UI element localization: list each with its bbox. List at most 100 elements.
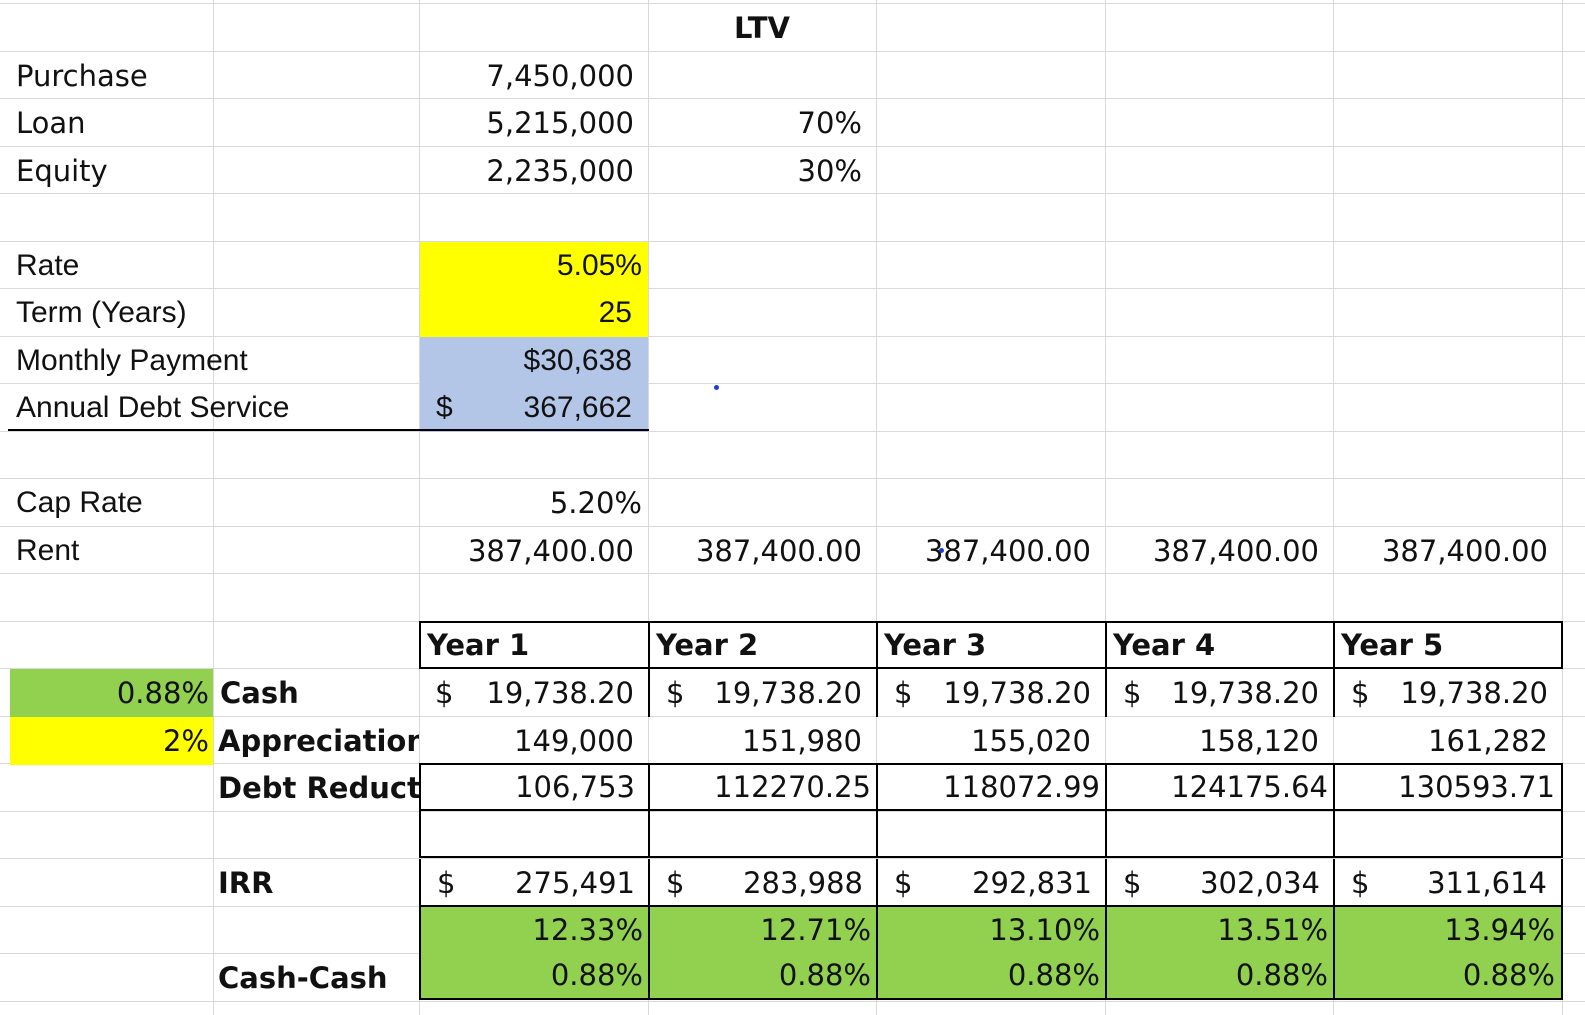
currency-symbol: $ (1123, 676, 1142, 710)
currency-symbol: $ (1351, 866, 1370, 900)
cash-year-1[interactable]: $19,738.20 (419, 669, 648, 717)
cash-on-cash-label[interactable]: Cash-Cash (218, 961, 388, 995)
monthly-payment-value[interactable]: $30,638 (420, 337, 648, 385)
currency-symbol: $ (1123, 866, 1142, 900)
debt-reduction-year-5[interactable]: 130593.71 (1333, 763, 1563, 811)
irr-percent-year-4[interactable]: 13.51% (1105, 905, 1334, 954)
row-gridline (0, 526, 1585, 527)
blank-cell[interactable] (419, 810, 649, 858)
appreciation-year-2[interactable]: 151,980 (742, 724, 862, 758)
currency-symbol: $ (894, 866, 913, 900)
monthly-payment-label[interactable]: Monthly Payment (16, 344, 248, 377)
loan-label[interactable]: Loan (16, 106, 86, 140)
cap-rate-label[interactable]: Cap Rate (16, 486, 143, 519)
appreciation-rate-input[interactable]: 2% (10, 717, 213, 765)
purchase-value[interactable]: 7,450,000 (486, 59, 634, 93)
cash-year-5[interactable]: $19,738.20 (1333, 669, 1562, 717)
irr-percent-year-5[interactable]: 13.94% (1333, 905, 1563, 954)
currency-symbol: $ (666, 866, 685, 900)
rate-input[interactable]: 5.05% (420, 242, 648, 290)
column-gridline (1333, 0, 1334, 1015)
blank-cell[interactable] (648, 810, 877, 858)
year-3-header[interactable]: Year 3 (876, 621, 1106, 669)
rent-year-4[interactable]: 387,400.00 (1152, 534, 1319, 568)
irr-total-year-5[interactable]: $311,614 (1333, 859, 1563, 907)
annual-debt-service-label[interactable]: Annual Debt Service (16, 391, 290, 424)
row-gridline (0, 146, 1585, 147)
term-label[interactable]: Term (Years) (16, 296, 187, 329)
loan-ltv-percent[interactable]: 70% (797, 106, 862, 140)
irr-total-year-3[interactable]: $292,831 (876, 859, 1106, 907)
annual-debt-service-amount: 367,662 (523, 391, 632, 424)
row-gridline (0, 193, 1585, 194)
cash-year-4[interactable]: $19,738.20 (1105, 669, 1333, 717)
rent-label[interactable]: Rent (16, 534, 80, 567)
rent-year-5[interactable]: 387,400.00 (1381, 534, 1548, 568)
term-input[interactable]: 25 (420, 289, 648, 337)
row-gridline (0, 336, 1585, 337)
rate-label[interactable]: Rate (16, 249, 80, 282)
appreciation-label[interactable]: Appreciation (218, 724, 419, 758)
column-gridline (648, 0, 649, 1015)
appreciation-year-3[interactable]: 155,020 (971, 724, 1091, 758)
blank-cell[interactable] (1333, 810, 1563, 858)
irr-label[interactable]: IRR (218, 866, 274, 900)
irr-total-year-4[interactable]: $302,034 (1105, 859, 1334, 907)
rent-year-1[interactable]: 387,400.00 (467, 534, 634, 568)
section-underline (8, 429, 649, 431)
row-gridline (0, 431, 1585, 432)
cursor-dot (939, 548, 944, 553)
debt-reduction-year-2[interactable]: 112270.25 (648, 763, 877, 811)
cash-on-cash-year-4[interactable]: 0.88% (1105, 952, 1334, 1000)
year-4-header[interactable]: Year 4 (1105, 621, 1334, 669)
purchase-label[interactable]: Purchase (16, 59, 148, 93)
currency-symbol: $ (894, 676, 913, 710)
cash-year-2[interactable]: $19,738.20 (648, 669, 876, 717)
cap-rate-value[interactable]: 5.20% (549, 486, 642, 520)
year-2-header[interactable]: Year 2 (648, 621, 877, 669)
cash-amount: 19,738.20 (1400, 676, 1548, 710)
appreciation-year-1[interactable]: 149,000 (514, 724, 634, 758)
appreciation-year-5[interactable]: 161,282 (1428, 724, 1548, 758)
debt-reduction-year-3[interactable]: 118072.99 (876, 763, 1106, 811)
row-gridline (0, 51, 1585, 52)
debt-reduction-year-1[interactable]: 106,753 (419, 763, 649, 811)
row-gridline (0, 478, 1585, 479)
equity-label[interactable]: Equity (16, 154, 108, 188)
cash-on-cash-year-3[interactable]: 0.88% (876, 952, 1106, 1000)
row-gridline (0, 98, 1585, 99)
blank-cell[interactable] (876, 810, 1106, 858)
appreciation-year-4[interactable]: 158,120 (1199, 724, 1319, 758)
column-gridline (1562, 0, 1563, 1015)
currency-symbol: $ (436, 391, 453, 424)
cash-on-cash-year-2[interactable]: 0.88% (648, 952, 877, 1000)
irr-total-year-2[interactable]: $283,988 (648, 859, 877, 907)
irr-percent-year-2[interactable]: 12.71% (648, 905, 877, 954)
loan-value[interactable]: 5,215,000 (486, 106, 634, 140)
irr-percent-year-1[interactable]: 12.33% (419, 905, 649, 954)
irr-total-year-1[interactable]: $275,491 (419, 859, 649, 907)
column-gridline (213, 0, 214, 1015)
cash-on-cash-year-5[interactable]: 0.88% (1333, 952, 1563, 1000)
irr-total-amount: 283,988 (743, 866, 863, 900)
cash-year-3[interactable]: $19,738.20 (876, 669, 1105, 717)
cash-label[interactable]: Cash (220, 676, 299, 710)
equity-value[interactable]: 2,235,000 (486, 154, 634, 188)
rent-year-3[interactable]: 387,400.00 (924, 534, 1091, 568)
cash-rate-input[interactable]: 0.88% (10, 669, 213, 717)
irr-total-amount: 302,034 (1200, 866, 1320, 900)
year-5-header[interactable]: Year 5 (1333, 621, 1563, 669)
equity-percent[interactable]: 30% (797, 154, 862, 188)
irr-percent-year-3[interactable]: 13.10% (876, 905, 1106, 954)
debt-reduction-label[interactable]: Debt Reducti (218, 771, 419, 805)
cash-on-cash-year-1[interactable]: 0.88% (419, 952, 649, 1000)
debt-reduction-year-4[interactable]: 124175.64 (1105, 763, 1334, 811)
cash-amount: 19,738.20 (943, 676, 1091, 710)
annual-debt-service-value[interactable]: $ 367,662 (420, 384, 648, 432)
rent-year-2[interactable]: 387,400.00 (695, 534, 862, 568)
ltv-header[interactable]: LTV (734, 11, 790, 45)
year-1-header[interactable]: Year 1 (419, 621, 649, 669)
currency-symbol: $ (437, 866, 456, 900)
blank-cell[interactable] (1105, 810, 1334, 858)
